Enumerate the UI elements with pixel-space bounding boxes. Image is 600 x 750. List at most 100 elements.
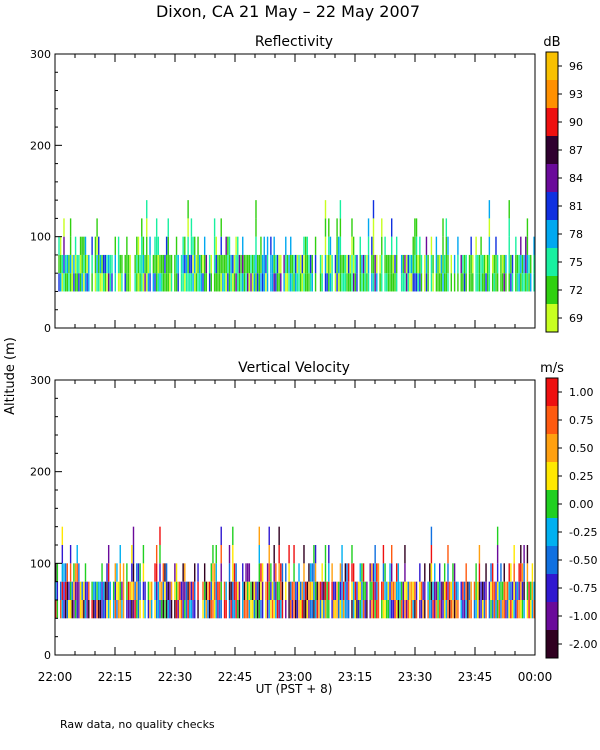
echo-cell: [480, 273, 482, 292]
echo-cell: [223, 581, 226, 600]
echo-cell: [111, 273, 113, 292]
echo-cell: [328, 273, 330, 292]
echo-cell: [136, 273, 138, 292]
colorbar-tick-label: 93: [569, 88, 583, 101]
echo-cell: [381, 581, 383, 600]
echo-cell: [187, 254, 189, 274]
echo-cell: [63, 563, 65, 582]
echo-cell: [316, 581, 318, 600]
echo-cell: [463, 581, 466, 600]
echo-cell: [488, 254, 491, 274]
echo-cell: [288, 254, 290, 274]
echo-cell: [382, 600, 385, 619]
echo-cell: [126, 581, 128, 600]
echo-cell: [291, 254, 294, 274]
echo-cell: [412, 273, 414, 292]
echo-cell: [533, 273, 535, 292]
echo-cell: [76, 273, 78, 292]
echo-cell: [154, 273, 156, 292]
echo-cell: [478, 563, 481, 582]
echo-cell: [483, 600, 486, 619]
echo-cell: [94, 254, 97, 274]
echo-cell: [232, 563, 234, 582]
echo-cell: [343, 273, 345, 292]
echo-cell: [235, 254, 237, 274]
echo-cell: [212, 563, 214, 582]
echo-cell: [412, 254, 414, 274]
echo-cell: [288, 545, 290, 564]
echo-cell: [511, 273, 514, 292]
echo-cell: [374, 545, 376, 564]
echo-cell: [437, 254, 439, 274]
echo-cell: [371, 600, 373, 619]
echo-cell: [346, 600, 348, 619]
echo-cell: [217, 581, 219, 600]
echo-cell: [482, 581, 484, 600]
echo-cell: [309, 254, 312, 274]
echo-cell: [155, 545, 158, 564]
echo-cell: [404, 273, 406, 292]
echo-cell: [265, 581, 267, 600]
echo-cell: [427, 581, 429, 600]
echo-cell: [220, 563, 222, 582]
echo-cell: [526, 273, 529, 292]
echo-cell: [132, 526, 135, 545]
echo-cell: [76, 254, 78, 274]
echo-cell: [185, 273, 188, 292]
echo-cell: [366, 581, 368, 600]
echo-cell: [448, 600, 451, 619]
echo-cell: [371, 581, 373, 600]
echo-cell: [248, 254, 251, 274]
echo-cell: [217, 254, 219, 274]
echo-cell: [280, 600, 282, 619]
echo-cell: [334, 581, 337, 600]
echo-cell: [400, 581, 403, 600]
echo-cell: [309, 581, 312, 600]
echo-cell: [523, 545, 525, 564]
echo-cell: [440, 254, 443, 274]
echo-cell: [374, 273, 376, 292]
echo-cell: [137, 600, 140, 619]
echo-cell: [336, 254, 338, 274]
echo-cell: [271, 254, 274, 274]
echo-cell: [146, 236, 148, 255]
echo-cell: [528, 254, 530, 274]
echo-cell: [530, 600, 532, 619]
echo-cell: [261, 254, 264, 274]
reflectivity-panel: Reflectivity dB 300 200 100 0 96 93 90 87 84 81 7…: [30, 34, 583, 335]
echo-cell: [144, 581, 146, 600]
echo-cell: [182, 600, 184, 619]
echo-cell: [88, 600, 90, 619]
echo-cell: [391, 600, 393, 619]
echo-cell: [175, 563, 178, 582]
echo-cell: [205, 273, 208, 292]
echo-cell: [71, 254, 73, 274]
echo-cell: [432, 581, 434, 600]
echo-cell: [215, 563, 217, 582]
echo-cell: [55, 563, 57, 582]
echo-cell: [293, 600, 295, 619]
echo-cell: [480, 600, 482, 619]
echo-cell: [288, 273, 290, 292]
echo-cell: [187, 236, 189, 255]
echo-cell: [405, 254, 408, 274]
echo-cell: [228, 236, 231, 255]
echo-cell: [344, 600, 347, 619]
echo-cell: [132, 563, 135, 582]
echo-cell: [235, 273, 237, 292]
echo-cell: [356, 600, 358, 619]
echo-cell: [255, 200, 257, 219]
echo-cell: [439, 581, 441, 600]
echo-cell: [98, 581, 100, 600]
echo-cell: [296, 600, 299, 619]
echo-cell: [412, 236, 414, 255]
echo-cell: [506, 600, 509, 619]
echo-cell: [496, 545, 499, 564]
echo-cell: [86, 600, 88, 619]
echo-cell: [232, 254, 234, 274]
echo-cell: [371, 236, 373, 255]
echo-cell: [351, 600, 353, 619]
echo-cell: [139, 581, 141, 600]
echo-cell: [99, 581, 102, 600]
echo-cell: [84, 581, 87, 600]
